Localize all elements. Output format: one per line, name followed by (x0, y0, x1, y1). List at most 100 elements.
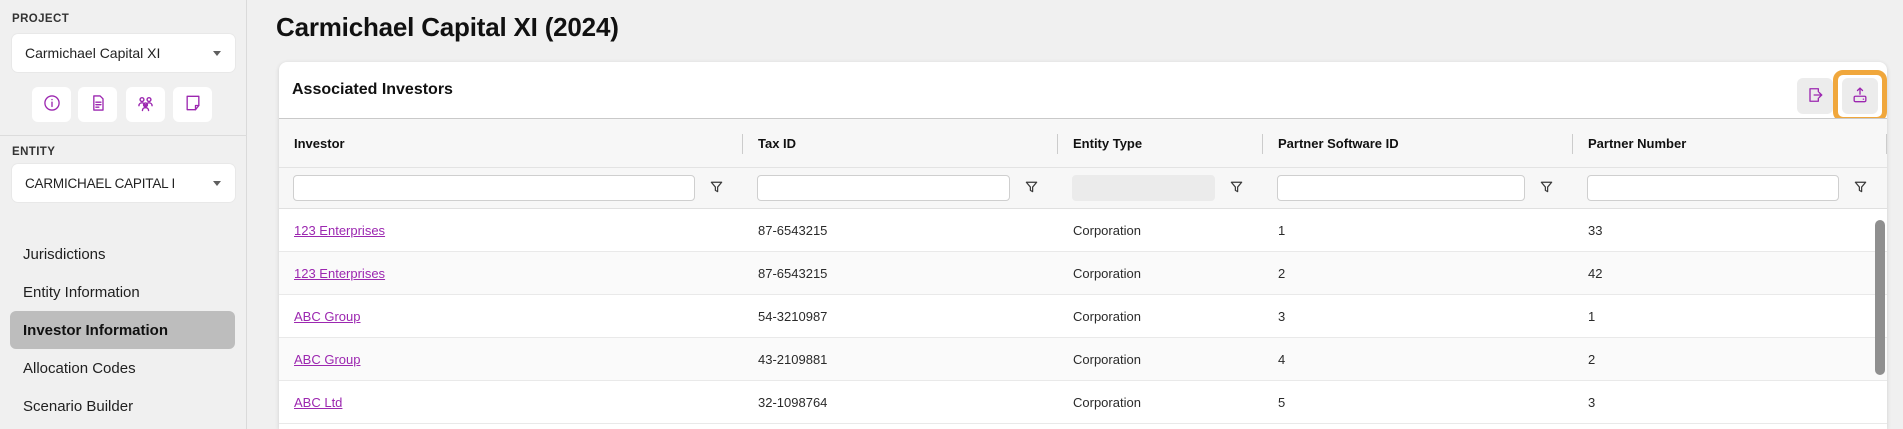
chevron-down-icon (213, 50, 221, 56)
nav-item-label: Entity Information (23, 283, 140, 301)
filter-cell-partner-number (1573, 168, 1887, 208)
sidebar-item-scenario-builder[interactable]: Scenario Builder (10, 387, 235, 425)
tax-id-filter-menu-button[interactable] (1014, 173, 1048, 203)
partner-number-cell: 3 (1588, 394, 1596, 410)
project-team-button[interactable] (126, 87, 165, 122)
filter-icon (1024, 179, 1039, 197)
sidebar-item-allocation-codes[interactable]: Allocation Codes (10, 349, 235, 387)
project-label: PROJECT (12, 13, 70, 25)
page-title: Carmichael Capital XI (2024) (276, 12, 619, 42)
filter-cell-partner-software-id (1263, 168, 1573, 208)
project-notes-button[interactable] (173, 87, 212, 122)
table-row: ABC Group 43-2109881 Corporation 4 2 (279, 338, 1887, 381)
partner-software-id-cell: 3 (1278, 308, 1286, 324)
filter-cell-entity-type (1058, 168, 1263, 208)
partner-number-filter-menu-button[interactable] (1843, 173, 1877, 203)
project-info-button[interactable] (32, 87, 71, 122)
project-documents-button[interactable] (78, 87, 117, 122)
entity-selector[interactable]: CARMICHAEL CAPITAL I (12, 164, 235, 202)
filter-cell-tax-id (743, 168, 1058, 208)
table-row: 123 Enterprises 87-6543215 Corporation 1… (279, 209, 1887, 252)
filter-icon (709, 179, 724, 197)
panel-title: Associated Investors (292, 81, 453, 98)
sidebar: PROJECT Carmichael Capital XI ENTITY CAR… (0, 0, 247, 429)
nav-item-label: Allocation Codes (23, 359, 136, 377)
investor-link[interactable]: ABC Ltd (294, 394, 343, 410)
column-header-partner-software-id[interactable]: Partner Software ID (1263, 119, 1573, 167)
investors-table: Investor Tax ID Entity Type Partner Soft… (279, 118, 1887, 424)
sidebar-divider (0, 135, 247, 136)
partner-number-cell: 1 (1588, 308, 1596, 324)
nav-item-label: Jurisdictions (23, 245, 106, 263)
investor-cell: 123 Enterprises (279, 209, 743, 251)
sidebar-item-jurisdictions[interactable]: Jurisdictions (10, 235, 235, 273)
team-icon (135, 93, 156, 117)
entity-type-cell: Corporation (1073, 308, 1141, 324)
investor-link[interactable]: ABC Group (294, 351, 361, 367)
entity-type-filter-input (1072, 175, 1215, 201)
investor-link[interactable]: 123 Enterprises (294, 265, 386, 281)
tax-id-cell: 43-2109881 (758, 351, 828, 367)
partner-software-id-cell: 5 (1278, 394, 1286, 410)
partner-software-id-filter-input[interactable] (1277, 175, 1525, 201)
column-header-entity-type[interactable]: Entity Type (1058, 119, 1263, 167)
partner-number-cell: 33 (1588, 222, 1603, 238)
investor-filter-menu-button[interactable] (699, 173, 733, 203)
associated-investors-panel: Associated Investors Investor Tax ID Ent… (279, 62, 1887, 429)
column-header-tax-id[interactable]: Tax ID (743, 119, 1058, 167)
investor-filter-input[interactable] (293, 175, 695, 201)
filter-icon (1229, 179, 1244, 197)
entity-type-cell: Corporation (1073, 222, 1141, 238)
entity-type-filter-menu-button[interactable] (1219, 173, 1253, 203)
investor-link[interactable]: ABC Group (294, 308, 361, 324)
entity-selector-value: CARMICHAEL CAPITAL I (25, 175, 176, 191)
table-row: 123 Enterprises 87-6543215 Corporation 2… (279, 252, 1887, 295)
partner-software-id-cell: 1 (1278, 222, 1286, 238)
entity-type-cell: Corporation (1073, 394, 1141, 410)
table-body: 123 Enterprises 87-6543215 Corporation 1… (279, 209, 1887, 424)
partner-software-id-filter-menu-button[interactable] (1529, 173, 1563, 203)
sidebar-nav: Jurisdictions Entity Information Investo… (10, 235, 235, 425)
investor-cell: ABC Group (279, 295, 743, 337)
document-icon (88, 93, 108, 116)
investor-link[interactable]: 123 Enterprises (294, 222, 386, 238)
export-button[interactable] (1797, 78, 1833, 114)
sidebar-item-investor-information[interactable]: Investor Information (10, 311, 235, 349)
entity-label: ENTITY (12, 146, 56, 158)
partner-number-cell: 42 (1588, 265, 1603, 281)
table-header-row: Investor Tax ID Entity Type Partner Soft… (279, 118, 1887, 168)
entity-type-cell: Corporation (1073, 265, 1141, 281)
table-filter-row (279, 168, 1887, 209)
project-selector-value: Carmichael Capital XI (25, 45, 161, 61)
partner-software-id-cell: 4 (1278, 351, 1286, 367)
export-icon (1805, 85, 1825, 108)
table-vertical-scrollbar[interactable] (1875, 220, 1885, 375)
investor-cell: 123 Enterprises (279, 252, 743, 294)
nav-item-label: Scenario Builder (23, 397, 134, 415)
filter-icon (1853, 179, 1868, 197)
upload-button[interactable] (1842, 78, 1878, 114)
partner-number-filter-input[interactable] (1587, 175, 1839, 201)
partner-software-id-cell: 2 (1278, 265, 1286, 281)
nav-item-label: Investor Information (23, 321, 169, 339)
sidebar-item-entity-information[interactable]: Entity Information (10, 273, 235, 311)
table-row: ABC Group 54-3210987 Corporation 3 1 (279, 295, 1887, 338)
upload-icon (1850, 85, 1870, 108)
chevron-down-icon (213, 180, 221, 186)
tax-id-filter-input[interactable] (757, 175, 1010, 201)
column-header-partner-number[interactable]: Partner Number (1573, 119, 1887, 167)
investor-cell: ABC Group (279, 338, 743, 380)
table-row: ABC Ltd 32-1098764 Corporation 5 3 (279, 381, 1887, 424)
tax-id-cell: 32-1098764 (758, 394, 828, 410)
entity-type-cell: Corporation (1073, 351, 1141, 367)
partner-number-cell: 2 (1588, 351, 1596, 367)
tax-id-cell: 54-3210987 (758, 308, 828, 324)
tax-id-cell: 87-6543215 (758, 222, 828, 238)
tax-id-cell: 87-6543215 (758, 265, 828, 281)
investor-cell: ABC Ltd (279, 381, 743, 423)
column-header-investor[interactable]: Investor (279, 119, 743, 167)
filter-icon (1539, 179, 1554, 197)
project-selector[interactable]: Carmichael Capital XI (12, 34, 235, 72)
filter-cell-investor (279, 168, 743, 208)
info-icon (42, 93, 62, 116)
